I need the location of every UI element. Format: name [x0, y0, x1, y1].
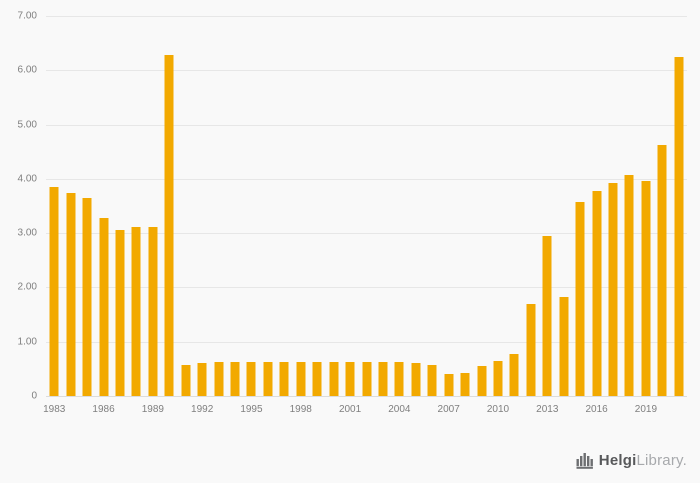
bar-2015	[575, 202, 585, 396]
bar-1984	[66, 192, 76, 396]
y-axis-label: 4.00	[17, 173, 37, 185]
bar-1986	[99, 217, 109, 396]
y-axis-label: 6.00	[17, 64, 37, 76]
brand-text-secondary: Library	[636, 452, 683, 469]
bar-2017	[608, 182, 618, 396]
gridline	[46, 124, 687, 126]
bar-2006	[427, 364, 437, 396]
x-axis-label: 1998	[289, 404, 312, 415]
y-axis-label: 2.00	[17, 281, 37, 293]
gridline	[46, 233, 687, 235]
bar-2001	[345, 362, 355, 396]
y-axis-label: 5.00	[17, 119, 37, 131]
bar-1994	[230, 362, 240, 396]
x-axis-label: 2004	[388, 404, 411, 415]
plot-area: 7.00 6.00 5.00 4.00 3.00 2.00 1.00 0	[18, 11, 687, 402]
bar-2000	[329, 362, 339, 396]
bar-2008	[460, 372, 470, 396]
bar-1997	[279, 362, 289, 396]
gridline	[46, 341, 687, 343]
y-axis-label: 0	[31, 390, 37, 402]
x-axis-label: 2010	[486, 404, 510, 415]
bar-1995	[246, 361, 256, 396]
bar-2007	[444, 374, 454, 396]
bar-2019	[641, 180, 651, 396]
x-axis-label: 2001	[338, 404, 362, 415]
bar-1985	[82, 198, 92, 396]
gridline	[46, 70, 687, 72]
x-axis-label: 1995	[240, 404, 263, 415]
bar-1987	[115, 230, 125, 396]
bar-2009	[477, 366, 487, 396]
bar-2011	[509, 353, 519, 396]
bar-2004	[394, 362, 404, 396]
gridline	[46, 178, 687, 180]
y-axis-label: 1.00	[17, 336, 37, 348]
bar-2014	[559, 296, 569, 396]
bar-1993	[214, 362, 224, 396]
bar-2020	[657, 144, 667, 396]
y-axis-label: 3.00	[17, 227, 37, 239]
bar-2021	[674, 56, 684, 396]
x-axis-label: 1992	[191, 404, 214, 415]
bar-1998	[296, 362, 306, 396]
x-axis-label: 1986	[92, 404, 115, 415]
x-axis-label: 2019	[634, 404, 658, 415]
bar-1991	[181, 364, 191, 396]
bar-2016	[592, 190, 602, 396]
bar-2002	[362, 361, 371, 396]
bar-2013	[542, 235, 552, 396]
bar-2010	[493, 360, 503, 396]
brand-text-suffix: .	[682, 452, 687, 469]
y-axis-label: 7.00	[17, 10, 37, 22]
bar-2005	[411, 363, 421, 396]
brand-text-primary: Helgi	[598, 452, 637, 469]
x-axis-label: 2016	[585, 404, 608, 415]
bar-1988	[131, 226, 141, 396]
gridline	[46, 287, 687, 289]
x-axis: 1983 1986 1989 1992 1995 1998 2001 2004 2007 2010…	[43, 397, 687, 419]
bar-1999	[312, 361, 322, 396]
x-axis-label: 2007	[437, 404, 460, 415]
bar-2003	[378, 362, 388, 396]
bar-2012	[526, 303, 536, 396]
bar-1996	[263, 362, 273, 396]
bar-2018	[624, 175, 634, 396]
helgilibrary-bridge-icon	[576, 453, 594, 469]
bar-1992	[197, 363, 207, 396]
gridline	[46, 16, 687, 17]
bar-1983	[49, 187, 59, 396]
helgilibrary-logo[interactable]: HelgiLibrary.	[576, 452, 687, 470]
x-axis-label: 1989	[141, 404, 164, 415]
bar-1990	[164, 55, 174, 396]
x-axis-label: 1983	[43, 404, 66, 415]
brand-text: HelgiLibrary.	[599, 452, 687, 470]
x-axis-label: 2013	[536, 404, 559, 415]
plot-area-wrapper: 7.00 6.00 5.00 4.00 3.00 2.00 1.00 0 1983 1986 19…	[18, 11, 687, 415]
bar-1989	[148, 226, 158, 396]
